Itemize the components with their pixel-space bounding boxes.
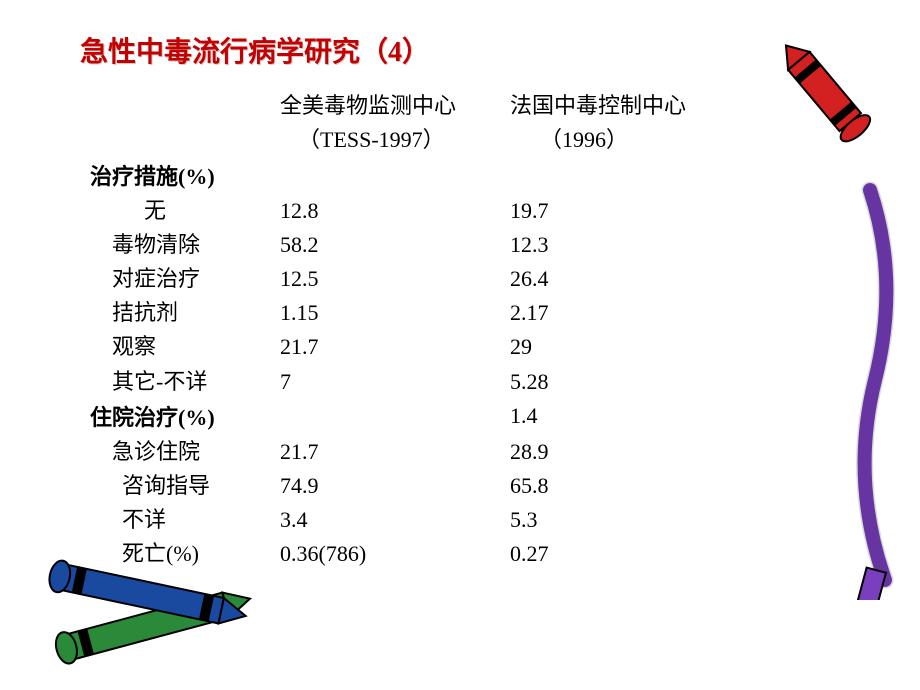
subheader-us: （TESS-1997） [280, 122, 510, 154]
cell-fr: 2.17 [510, 296, 710, 330]
cell-us: 12.5 [280, 262, 510, 296]
cell-fr: 29 [510, 330, 710, 364]
cell-fr: 26.4 [510, 262, 710, 296]
cell-label: 急诊住院 [90, 435, 280, 469]
slide-container: 急性中毒流行病学研究（4） 全美毒物监测中心 法国中毒控制中心 （TESS-19… [0, 0, 920, 690]
row-other: 其它-不详 7 5.28 [90, 365, 860, 399]
cell-label: 观察 [90, 330, 280, 364]
cell-label: 咨询指导 [90, 469, 280, 503]
cell-label: 拮抗剂 [90, 296, 280, 330]
cell-us: 3.4 [280, 503, 510, 537]
row-consult: 咨询指导 74.9 65.8 [90, 469, 860, 503]
cell-fr: 0.27 [510, 537, 710, 571]
row-hospital-header: 住院治疗(%) 1.4 [90, 399, 860, 435]
cell-fr: 5.3 [510, 503, 710, 537]
header-spacer [90, 88, 280, 120]
cell-us: 21.7 [280, 330, 510, 364]
hospital-label: 住院治疗(%) [90, 401, 280, 435]
row-clearance: 毒物清除 58.2 12.3 [90, 228, 860, 262]
cell-label: 其它-不详 [90, 365, 280, 399]
subheader-spacer [90, 122, 280, 154]
row-unknown: 不详 3.4 5.3 [90, 503, 860, 537]
section-treatment: 治疗措施(%) [90, 160, 860, 194]
row-observe: 观察 21.7 29 [90, 330, 860, 364]
cell-fr: 5.28 [510, 365, 710, 399]
treatment-label: 治疗措施(%) [90, 160, 280, 194]
cell-us-empty [280, 399, 510, 435]
cell-us: 0.36(786) [280, 537, 510, 571]
cell-fr: 12.3 [510, 228, 710, 262]
row-emergency: 急诊住院 21.7 28.9 [90, 435, 860, 469]
cell-fr: 1.4 [510, 399, 710, 435]
data-table: 全美毒物监测中心 法国中毒控制中心 （TESS-1997） （1996） 治疗措… [90, 88, 860, 571]
cell-label: 不详 [90, 503, 280, 537]
cell-us: 12.8 [280, 194, 510, 228]
crayon-blue-green-icon [30, 550, 290, 680]
cell-label: 无 [90, 194, 280, 228]
subheader-fr: （1996） [510, 122, 710, 154]
header-fr: 法国中毒控制中心 [510, 88, 710, 120]
cell-us: 58.2 [280, 228, 510, 262]
row-antagonist: 拮抗剂 1.15 2.17 [90, 296, 860, 330]
crayon-purple-icon [850, 180, 910, 600]
cell-fr: 65.8 [510, 469, 710, 503]
cell-fr: 28.9 [510, 435, 710, 469]
cell-us: 21.7 [280, 435, 510, 469]
header-us: 全美毒物监测中心 [280, 88, 510, 120]
cell-us: 7 [280, 365, 510, 399]
slide-title: 急性中毒流行病学研究（4） [80, 30, 860, 70]
cell-label: 对症治疗 [90, 262, 280, 296]
table-header-row: 全美毒物监测中心 法国中毒控制中心 [90, 88, 860, 120]
cell-fr: 19.7 [510, 194, 710, 228]
cell-us: 1.15 [280, 296, 510, 330]
row-symptom: 对症治疗 12.5 26.4 [90, 262, 860, 296]
table-subheader-row: （TESS-1997） （1996） [90, 122, 860, 154]
row-none: 无 12.8 19.7 [90, 194, 860, 228]
crayon-red-icon [775, 20, 905, 150]
cell-us: 74.9 [280, 469, 510, 503]
cell-label: 毒物清除 [90, 228, 280, 262]
